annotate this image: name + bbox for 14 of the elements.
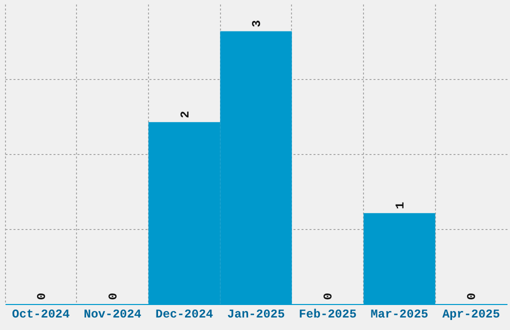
x-tick-label: Nov-2024 (84, 308, 142, 322)
data-label: 0 (34, 292, 49, 300)
data-label: 1 (393, 202, 408, 210)
x-tick-label: Jan-2025 (227, 308, 285, 322)
data-label: 0 (465, 292, 480, 300)
x-tick-label: Apr-2025 (442, 308, 500, 322)
x-tick-label: Mar-2025 (370, 308, 428, 322)
x-tick-label: Oct-2024 (12, 308, 70, 322)
x-tick-label: Dec-2024 (155, 308, 214, 322)
data-label: 0 (322, 292, 336, 300)
data-label: 2 (178, 110, 192, 118)
data-label: 0 (106, 292, 121, 300)
x-tick-label: Feb-2025 (298, 308, 357, 322)
data-label: 3 (250, 20, 264, 28)
